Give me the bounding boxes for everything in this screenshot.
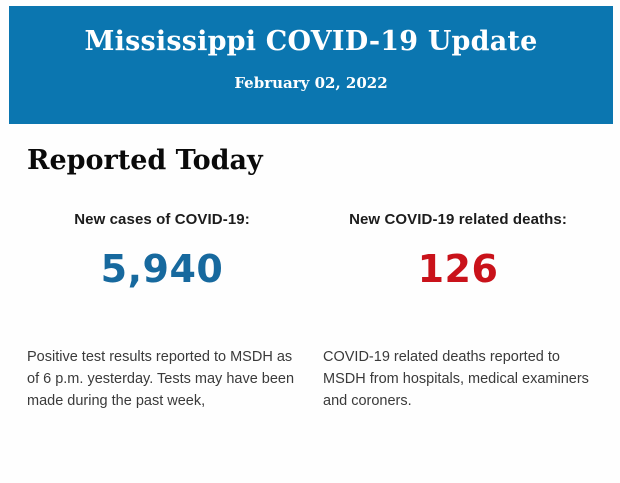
new-deaths-value: 126: [417, 247, 499, 291]
banner-date: February 02, 2022: [234, 74, 388, 92]
stats-grid: New cases of COVID-19: 5,940 Positive te…: [27, 212, 593, 412]
new-deaths-description: COVID-19 related deaths reported to MSDH…: [323, 349, 589, 409]
new-cases-label: New cases of COVID-19:: [74, 211, 250, 228]
section-heading: Reported Today: [27, 145, 263, 176]
new-cases-value: 5,940: [100, 247, 224, 291]
banner-title: Mississippi COVID-19 Update: [84, 26, 538, 57]
covid-update-page: Mississippi COVID-19 Update February 02,…: [0, 6, 620, 483]
new-deaths-label: New COVID-19 related deaths:: [349, 211, 567, 228]
stat-new-cases: New cases of COVID-19: 5,940 Positive te…: [27, 212, 297, 412]
report-content: Reported Today New cases of COVID-19: 5,…: [0, 146, 620, 412]
update-banner: Mississippi COVID-19 Update February 02,…: [9, 6, 613, 124]
new-cases-description: Positive test results reported to MSDH a…: [27, 349, 295, 409]
stat-new-deaths: New COVID-19 related deaths: 126 COVID-1…: [323, 212, 593, 412]
